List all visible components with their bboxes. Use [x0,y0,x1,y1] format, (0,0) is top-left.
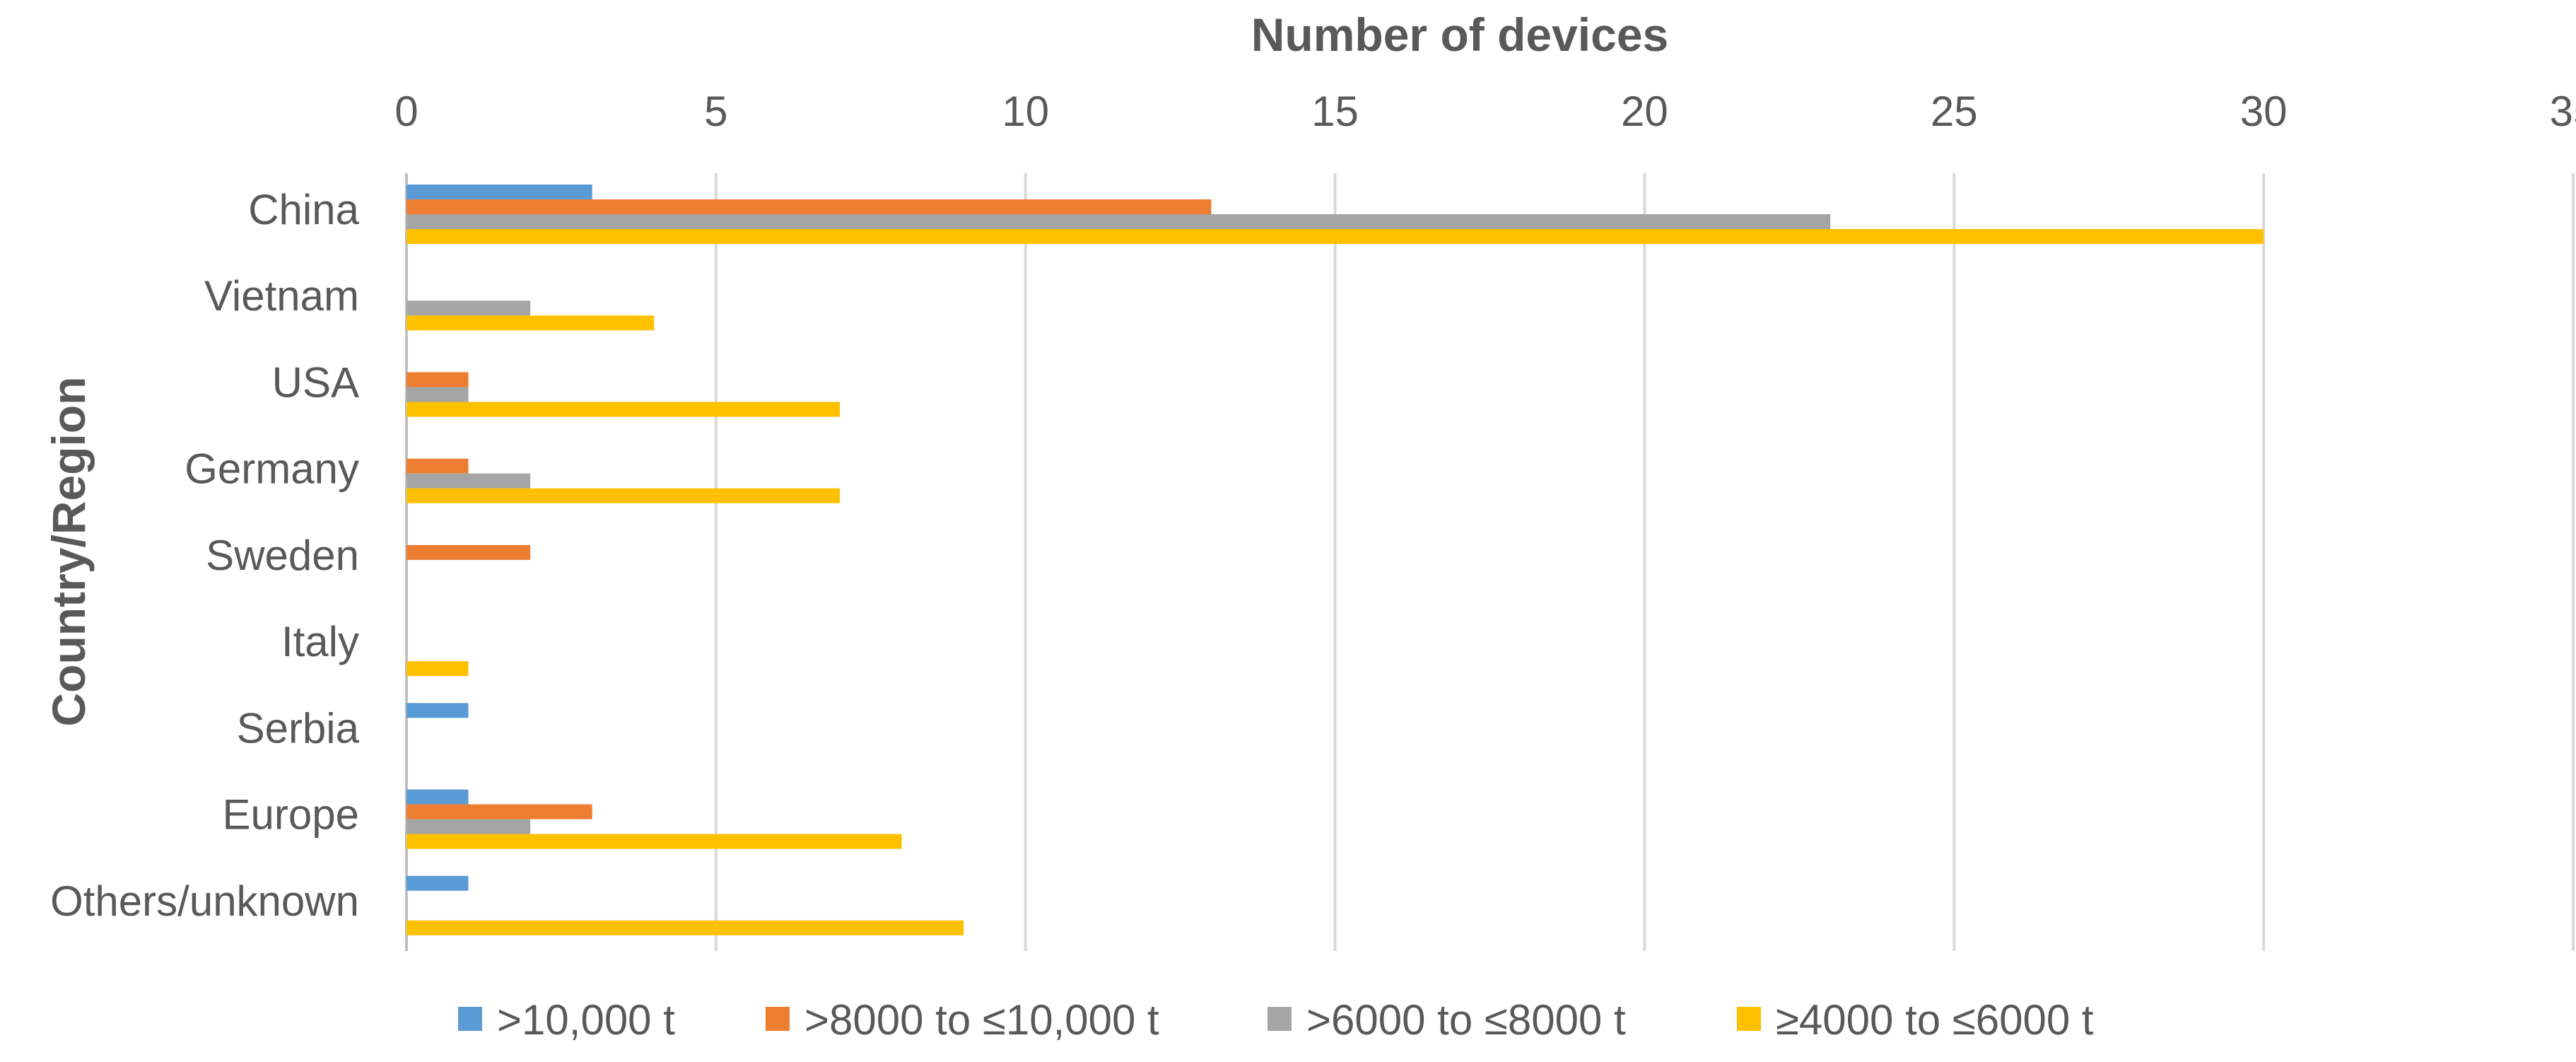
bar [406,372,469,387]
x-tick-label: 20 [1621,88,1668,135]
bar [406,834,902,849]
category-label: China [248,186,359,233]
x-tick-label: 30 [2240,88,2288,135]
legend-label: >8000 to ≤10,000 t [804,996,1159,1044]
bar [406,229,2264,244]
category-label: USA [272,358,359,406]
bar [406,214,1831,229]
bar [406,473,531,489]
y-axis-title: Country/Region [42,377,95,727]
category-label: Vietnam [204,272,359,320]
category-label: Italy [281,618,359,665]
legend-swatch [458,1007,482,1031]
bar [406,199,1212,214]
x-tick-label: 25 [1931,88,1978,135]
bar [406,185,592,199]
category-label: Germany [185,445,359,493]
bar [406,789,469,805]
bar [406,402,840,417]
legend-swatch [1267,1007,1292,1031]
category-label: Others/unknown [50,877,359,925]
x-tick-label: 15 [1311,88,1359,135]
legend-swatch [1737,1007,1761,1031]
bar [406,387,469,402]
bar [406,920,964,935]
legend: >10,000 t >8000 to ≤10,000 t >6000 to ≤800… [458,996,2094,1044]
bar [406,804,592,819]
bar [406,703,469,718]
x-axis-ticks: 0 5 10 15 20 25 30 35 [394,88,2576,135]
bar [406,544,531,560]
legend-label: ≥4000 to ≤6000 t [1776,996,2094,1044]
bar [406,300,531,316]
bar [406,875,469,891]
category-label: Serbia [237,704,360,752]
gridlines [405,173,2575,951]
x-tick-label: 5 [704,88,727,135]
bar [406,488,840,503]
legend-label: >10,000 t [497,996,675,1044]
legend-swatch [766,1007,790,1031]
x-tick-label: 35 [2550,88,2576,135]
bars [406,185,2264,935]
bar [406,661,469,677]
bar [406,819,531,834]
category-label: Sweden [206,532,359,579]
x-tick-label: 10 [1002,88,1049,135]
legend-label: >6000 to ≤8000 t [1306,996,1626,1044]
category-label: Europe [223,791,359,839]
x-tick-label: 0 [394,88,418,135]
category-labels: China Vietnam USA Germany Sweden Italy Serbia E… [50,186,360,925]
x-axis-title: Number of devices [1251,8,1669,61]
bar [406,315,655,331]
bar [406,458,469,474]
